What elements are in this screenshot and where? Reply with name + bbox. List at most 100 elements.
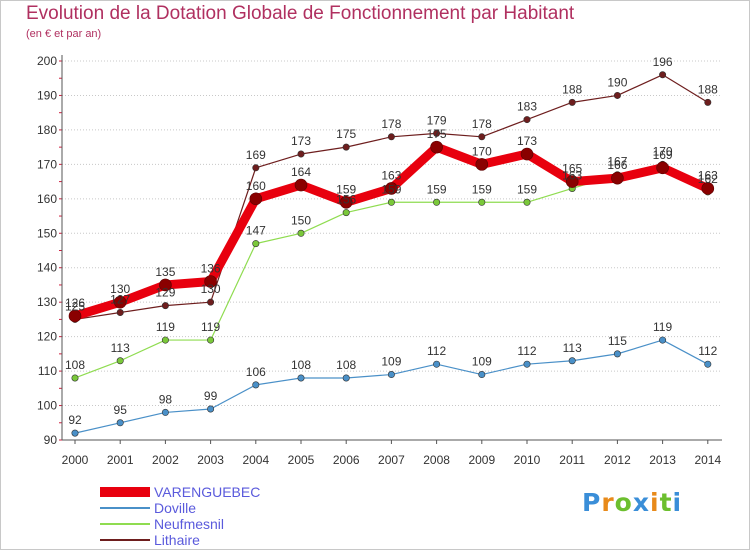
data-label: 108 <box>65 358 85 372</box>
legend-swatch <box>100 500 150 516</box>
data-label: 125 <box>65 299 85 313</box>
legend-swatch <box>100 484 150 500</box>
data-point <box>297 374 305 382</box>
x-tick-label: 2008 <box>423 453 450 467</box>
data-label: 113 <box>111 341 130 355</box>
x-tick-label: 2003 <box>197 453 224 467</box>
data-label: 108 <box>336 358 356 372</box>
data-point <box>659 71 667 79</box>
data-label: 119 <box>653 320 672 334</box>
data-point <box>252 240 260 248</box>
data-point <box>433 129 441 137</box>
data-label: 178 <box>381 117 401 131</box>
data-label: 98 <box>159 392 173 406</box>
chart-title: Evolution de la Dotation Globale de Fonc… <box>26 3 575 24</box>
data-point <box>204 275 217 288</box>
data-point <box>252 381 260 389</box>
data-label: 169 <box>653 148 673 162</box>
data-point <box>342 143 350 151</box>
data-point <box>161 408 169 416</box>
x-tick-label: 2013 <box>649 453 676 467</box>
x-tick-label: 2006 <box>333 453 360 467</box>
data-point <box>116 357 124 365</box>
logo-letter: i <box>650 488 660 517</box>
data-point <box>659 336 667 344</box>
data-label: 159 <box>427 182 447 196</box>
data-point <box>656 161 669 175</box>
logo-letter: r <box>601 488 615 517</box>
x-tick-label: 2004 <box>242 453 269 467</box>
data-label: 159 <box>381 182 401 196</box>
data-point <box>297 229 305 237</box>
data-point <box>207 336 215 344</box>
data-label: 165 <box>562 162 582 176</box>
data-point <box>161 302 169 310</box>
data-label: 173 <box>291 134 311 148</box>
data-point <box>478 371 486 379</box>
legend-label: Lithaire <box>154 532 200 548</box>
data-point <box>71 429 79 437</box>
y-tick-label: 160 <box>37 192 57 206</box>
data-point <box>701 182 715 195</box>
data-point <box>568 357 576 365</box>
data-point <box>704 360 712 368</box>
x-tick-label: 2002 <box>152 453 179 467</box>
x-tick-label: 2000 <box>62 453 89 467</box>
data-label: 109 <box>472 355 492 369</box>
logo-letter: i <box>672 488 683 517</box>
data-label: 99 <box>204 389 218 403</box>
data-point <box>339 195 353 209</box>
data-label: 112 <box>698 344 717 358</box>
logo-letter: P <box>582 488 602 517</box>
data-label: 196 <box>653 55 673 69</box>
data-label: 169 <box>246 148 266 162</box>
legend-swatch <box>100 532 150 548</box>
data-point <box>294 178 308 192</box>
data-point <box>565 175 579 188</box>
data-point <box>71 374 79 382</box>
data-label: 119 <box>156 320 175 334</box>
data-label: 159 <box>336 182 356 196</box>
x-tick-label: 2001 <box>107 453 134 467</box>
y-tick-label: 150 <box>37 226 57 240</box>
data-label: 188 <box>698 82 718 96</box>
data-point <box>478 198 486 206</box>
data-point <box>207 405 215 413</box>
data-point <box>385 182 398 195</box>
chart-subtitle: (en € et par an) <box>26 28 102 40</box>
y-tick-label: 180 <box>37 123 57 137</box>
data-label: 136 <box>201 262 221 276</box>
x-tick-label: 2010 <box>514 453 541 467</box>
data-label: 175 <box>427 127 447 141</box>
data-label: 112 <box>427 344 446 358</box>
data-labels: 92 95 98 99 106 108 108 109 112 109 112 113 115 119 11… <box>65 55 718 427</box>
data-point <box>433 198 441 206</box>
data-point <box>523 198 531 206</box>
data-point <box>568 98 576 106</box>
data-point <box>704 98 712 106</box>
series-doville <box>71 336 712 437</box>
data-point <box>433 360 441 368</box>
y-tick-label: 100 <box>37 399 57 413</box>
series-layer <box>68 71 715 437</box>
legend-label: Neufmesnil <box>154 516 225 532</box>
data-label: 126 <box>65 296 85 310</box>
data-label: 115 <box>608 334 627 348</box>
x-tick-label: 2014 <box>694 453 721 467</box>
data-point <box>523 360 531 368</box>
data-point <box>161 336 169 344</box>
data-label: 190 <box>607 75 627 89</box>
data-point <box>159 278 172 292</box>
data-label: 130 <box>110 282 130 296</box>
data-label: 156 <box>336 193 356 207</box>
x-tick-label: 2009 <box>468 453 495 467</box>
data-label: 175 <box>336 127 356 141</box>
data-point <box>523 116 531 124</box>
x-tick-labels: 2000 2001 2002 2003 2004 2005 2006 2007 2008 2009… <box>62 453 722 467</box>
data-point <box>613 350 621 358</box>
data-point <box>207 298 215 306</box>
data-label: 159 <box>472 182 492 196</box>
data-point <box>475 158 489 171</box>
data-point <box>116 419 124 427</box>
